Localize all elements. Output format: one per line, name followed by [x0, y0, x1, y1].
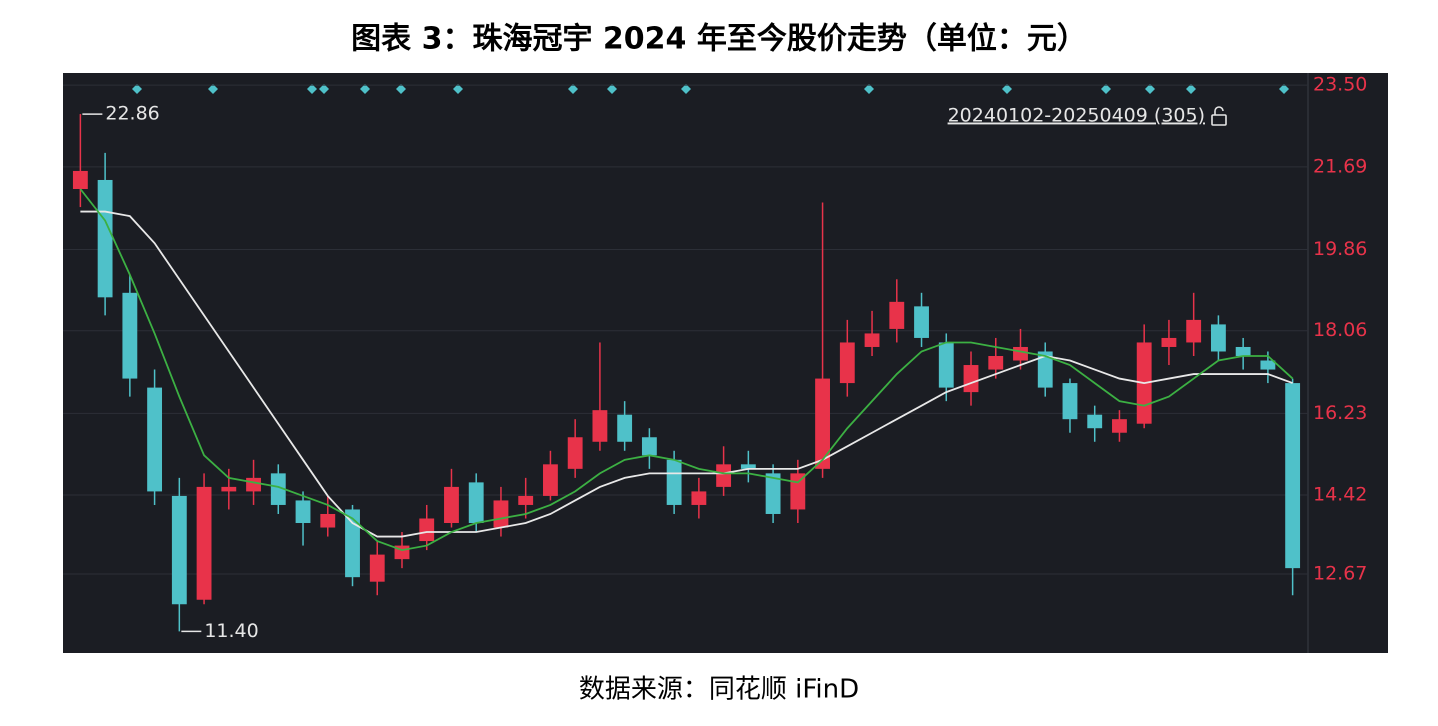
candle-body	[864, 333, 880, 347]
event-markers	[132, 84, 1289, 94]
candle-body	[1235, 346, 1251, 357]
candle-body	[1285, 383, 1301, 569]
candle-body	[543, 464, 558, 496]
candle-body	[1186, 319, 1202, 343]
candle-body	[617, 414, 633, 442]
candle-body	[1112, 419, 1127, 433]
candle-body	[839, 342, 855, 384]
candle-body	[1210, 324, 1226, 352]
candle-body	[518, 495, 534, 505]
candle-body	[1260, 360, 1276, 370]
y-tick-label: 16.23	[1313, 402, 1367, 424]
candle-body	[221, 486, 237, 492]
annotation-label: 22.86	[105, 103, 159, 125]
plot-background	[63, 73, 1388, 653]
y-tick-label: 12.67	[1313, 563, 1367, 585]
candle-body	[889, 301, 905, 329]
candle-body	[914, 306, 929, 338]
candle-body	[320, 513, 336, 528]
candle-body	[1161, 337, 1177, 347]
candle-body	[691, 491, 707, 505]
candle-body	[567, 437, 583, 469]
moving-average-line	[79, 188, 1294, 552]
candle-body	[196, 486, 212, 600]
y-tick-label: 19.86	[1313, 238, 1367, 260]
chart-title: 图表 3：珠海冠宇 2024 年至今股价走势（单位：元）	[351, 22, 1087, 57]
source-note: 数据来源：同花顺 iFinD	[579, 675, 859, 705]
candle-body	[147, 387, 163, 492]
y-tick-label: 14.42	[1313, 484, 1367, 506]
candle-body	[246, 477, 261, 492]
y-tick-label: 18.06	[1313, 319, 1367, 341]
annotation-label: 11.40	[204, 620, 258, 642]
candle-body	[1037, 351, 1053, 388]
candle-body	[493, 500, 509, 528]
candle-body	[740, 464, 756, 469]
candle-body	[1062, 383, 1078, 420]
y-tick-label: 23.50	[1313, 74, 1367, 96]
candle-body	[369, 554, 385, 582]
lock-icon	[1211, 106, 1227, 126]
candle-body	[97, 179, 113, 298]
candle-body	[666, 459, 682, 505]
candle-body	[122, 292, 138, 379]
candle-body	[765, 473, 781, 514]
candle-body	[468, 482, 484, 524]
candle-body	[963, 365, 979, 393]
candle-body	[1013, 346, 1028, 361]
candle-body	[72, 170, 88, 189]
candle-body	[1087, 414, 1103, 429]
candle-body	[988, 356, 1004, 370]
range-label: 20240102-20250409 (305)	[948, 105, 1205, 127]
candle-body	[641, 437, 657, 456]
candle-body	[716, 464, 732, 487]
candle-body	[815, 378, 830, 469]
candle-body	[419, 518, 435, 542]
y-tick-label: 21.69	[1313, 155, 1367, 177]
candle-body	[270, 473, 286, 505]
candle-body	[171, 495, 187, 605]
candle-body	[592, 410, 608, 442]
candle-body	[295, 500, 311, 524]
candle-body	[444, 486, 459, 524]
candle-body	[938, 342, 954, 388]
moving-average-line	[80, 210, 1293, 538]
candle-body	[345, 509, 360, 578]
